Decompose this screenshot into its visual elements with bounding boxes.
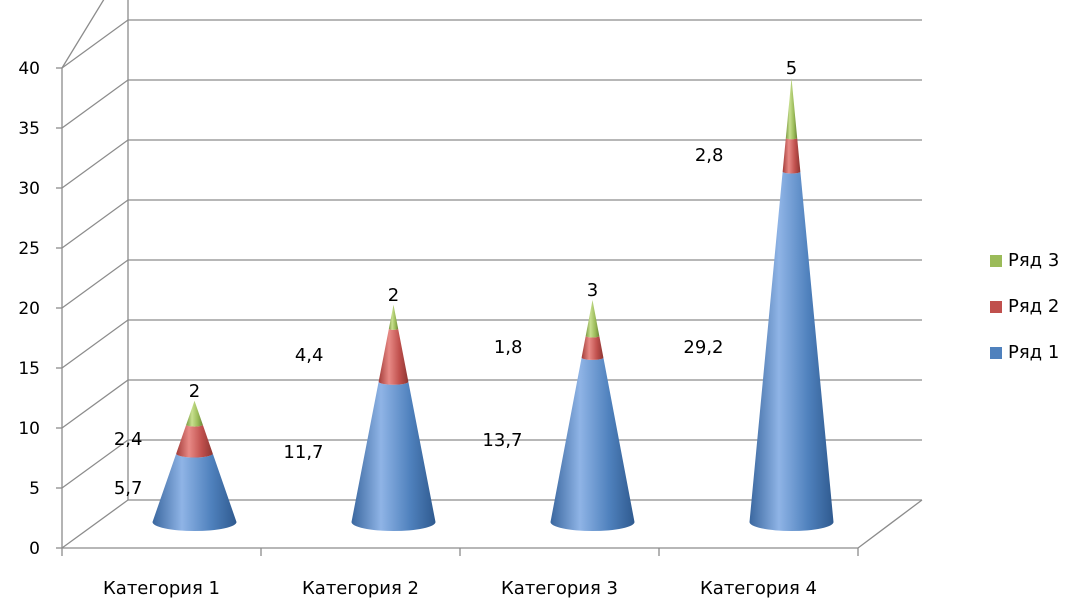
cone-segment [782,138,801,174]
cone-segment [378,328,409,385]
data-labels: 5,7 2,4 2 11,7 4,4 2 13,7 1,8 3 29,2 2,8 5 [114,58,797,499]
cone [152,400,237,531]
cone-segment [152,453,237,531]
data-label: 5,7 [114,478,143,499]
data-label: 11,7 [283,442,323,463]
cone-segment [581,336,604,360]
data-label: 2,8 [695,145,724,166]
gridline-side [61,79,129,129]
cone-segment [585,300,600,338]
y-tick-label: 30 [18,179,40,199]
cone-segment [186,400,203,427]
cone-segment [785,78,798,140]
gridline-side-top [61,0,105,69]
data-label: 4,4 [295,345,324,366]
legend-label: Ряд 2 [1008,296,1059,317]
legend-label: Ряд 3 [1008,250,1059,271]
data-label: 1,8 [494,337,523,358]
gridline-side [61,19,129,69]
cone-segment [176,424,213,458]
category-label: Категория 3 [501,578,618,599]
legend-swatch [990,301,1002,313]
category-label: Категория 1 [103,578,220,599]
data-label: 3 [587,280,598,301]
y-tick-label: 20 [18,299,40,319]
y-tick-label: 0 [29,539,40,559]
data-label: 29,2 [683,337,723,358]
cone-segment [388,304,399,330]
gridline-side [61,379,129,429]
legend-swatch [990,255,1002,267]
legend: Ряд 3 Ряд 2 Ряд 1 [990,250,1059,363]
y-tick-label: 25 [18,239,40,259]
legend-label: Ряд 1 [1008,342,1059,363]
category-label: Категория 2 [302,578,419,599]
gridline-side [61,259,129,309]
cone-segment [351,381,436,531]
gridline-side [61,199,129,249]
gridline-side [61,139,129,189]
data-label: 2 [388,285,399,306]
legend-swatch [990,347,1002,359]
cones [152,78,834,531]
y-tick-label: 5 [29,479,40,499]
cone [351,304,436,531]
y-tick-label: 15 [18,359,40,379]
data-label: 2 [189,381,200,402]
cone [749,78,834,531]
data-label: 2,4 [114,429,143,450]
cone-segment [749,171,834,531]
y-tick-label: 40 [18,59,40,79]
y-tick-label: 35 [18,119,40,139]
gridline-side [61,319,129,369]
cone [550,300,635,531]
y-tick-label: 10 [18,419,40,439]
data-label: 5 [786,58,797,79]
data-label: 13,7 [482,430,522,451]
category-label: Категория 4 [700,578,817,599]
gridline-side [61,499,129,549]
gridline-side [61,439,129,489]
cone-segment [550,357,635,531]
